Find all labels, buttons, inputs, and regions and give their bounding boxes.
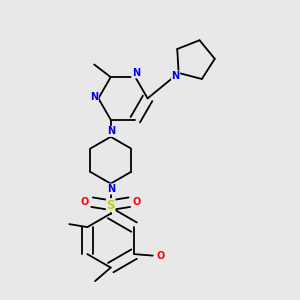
Text: O: O [81,196,89,207]
Text: S: S [106,199,115,212]
Text: N: N [132,68,140,78]
Text: N: N [106,126,115,136]
Text: N: N [90,92,98,102]
Text: N: N [172,71,180,81]
Text: O: O [132,196,141,207]
Text: N: N [106,184,115,194]
Text: O: O [156,250,165,261]
